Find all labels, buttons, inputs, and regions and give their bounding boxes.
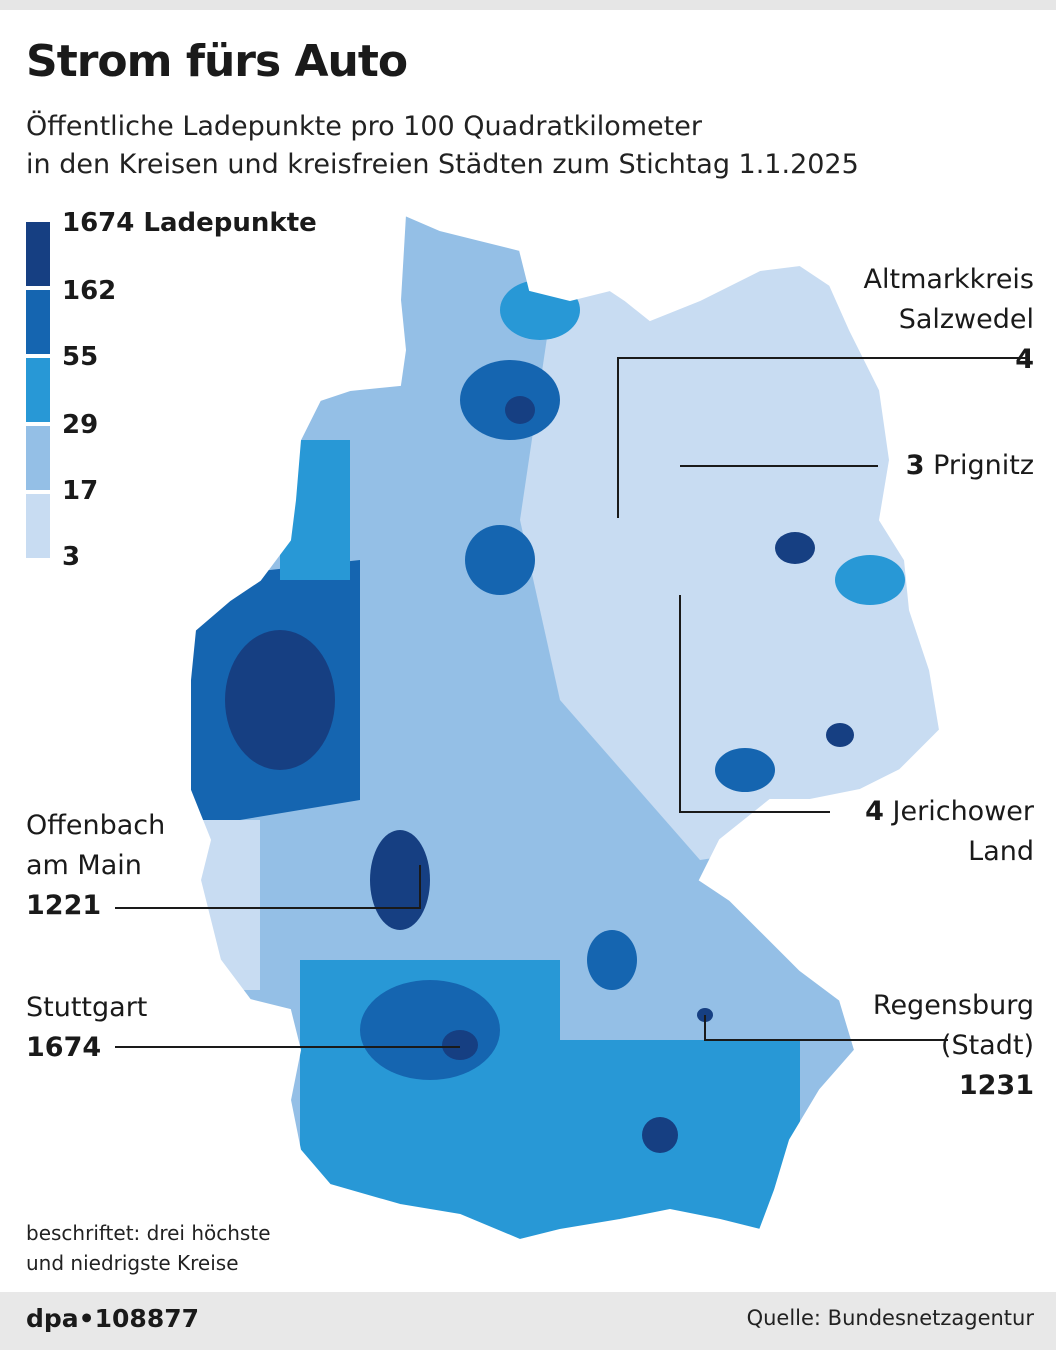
region-nuremberg (587, 930, 637, 990)
leader-jerichow (679, 595, 830, 813)
note-line: beschriftet: drei höchste (26, 1221, 271, 1245)
region-emsland (280, 440, 350, 580)
region-saarland-west (190, 820, 260, 990)
label-name: Land (968, 836, 1034, 867)
legend-swatch-1 (26, 222, 50, 286)
subtitle-line-2: in den Kreisen und kreisfreien Städten z… (26, 149, 859, 180)
label-altmark: Altmarkkreis Salzwedel 4 (864, 260, 1034, 380)
region-brandenburg-east (835, 555, 905, 605)
label-value: 1674 (26, 1032, 102, 1063)
note: beschriftet: drei höchste und niedrigste… (26, 1218, 271, 1278)
legend-swatch-4 (26, 426, 50, 490)
label-name: Jerichower (892, 796, 1034, 827)
label-regensburg: Regensburg (Stadt) 1231 (873, 986, 1034, 1106)
label-name: Offenbach (26, 810, 166, 841)
leader-offenbach (115, 865, 421, 909)
label-name: Stuttgart (26, 992, 148, 1023)
top-bar (0, 0, 1056, 10)
legend-swatch-3 (26, 358, 50, 422)
legend-label: 17 (62, 476, 99, 506)
leader-lines (115, 357, 1030, 1048)
legend-label: 3 (62, 542, 81, 572)
label-value: 4 (865, 796, 884, 827)
title: Strom fürs Auto (26, 36, 408, 87)
footer: dpa•108877 Quelle: Bundesnetzagentur (0, 1292, 1056, 1350)
legend-label: 55 (62, 342, 99, 372)
label-offenbach: Offenbach am Main 1221 (26, 806, 165, 926)
label-name: am Main (26, 850, 142, 881)
region-ruhr (225, 630, 335, 770)
region-dresden (826, 723, 854, 747)
region-berlin (775, 532, 815, 564)
label-name: Prignitz (933, 450, 1034, 481)
label-jerichow: 4 Jerichower Land (865, 792, 1034, 872)
region-stuttgart (442, 1030, 478, 1060)
region-south-bavaria (560, 1040, 800, 1240)
region-east (520, 250, 940, 860)
region-hamburg (505, 396, 535, 424)
label-stuttgart: Stuttgart 1674 (26, 988, 147, 1068)
label-value: 4 (1015, 344, 1034, 375)
legend-swatch-2 (26, 290, 50, 354)
label-name: Regensburg (872, 990, 1034, 1021)
leader-altmark (617, 357, 1030, 518)
label-name: Salzwedel (898, 304, 1034, 335)
label-prignitz: 3 Prignitz (906, 446, 1034, 486)
source: Quelle: Bundesnetzagentur (746, 1306, 1034, 1330)
label-value: 3 (905, 450, 925, 481)
legend-swatch-5 (26, 494, 50, 558)
note-line: und niedrigste Kreise (26, 1251, 239, 1275)
subtitle-line-1: Öffentliche Ladepunkte pro 100 Quadratki… (26, 111, 702, 142)
legend-label: 29 (62, 410, 99, 440)
region-munich (642, 1117, 678, 1153)
dpa-id: dpa•108877 (26, 1304, 200, 1333)
region-leipzig (715, 748, 775, 792)
region-kiel (500, 280, 580, 340)
region-stuttgart-area (360, 980, 500, 1080)
legend-label: 162 (62, 276, 117, 306)
label-value: 1231 (958, 1070, 1034, 1101)
label-value: 1221 (26, 890, 102, 921)
region-hannover (465, 525, 535, 595)
leader-regensburg (704, 1015, 948, 1041)
region-rhein-main (370, 830, 430, 930)
label-name: (Stadt) (940, 1030, 1034, 1061)
subtitle: Öffentliche Ladepunkte pro 100 Quadratki… (26, 108, 859, 184)
legend-label: 1674 Ladepunkte (62, 208, 317, 238)
label-name: Altmarkkreis (863, 264, 1034, 295)
map-regions (190, 215, 940, 1240)
